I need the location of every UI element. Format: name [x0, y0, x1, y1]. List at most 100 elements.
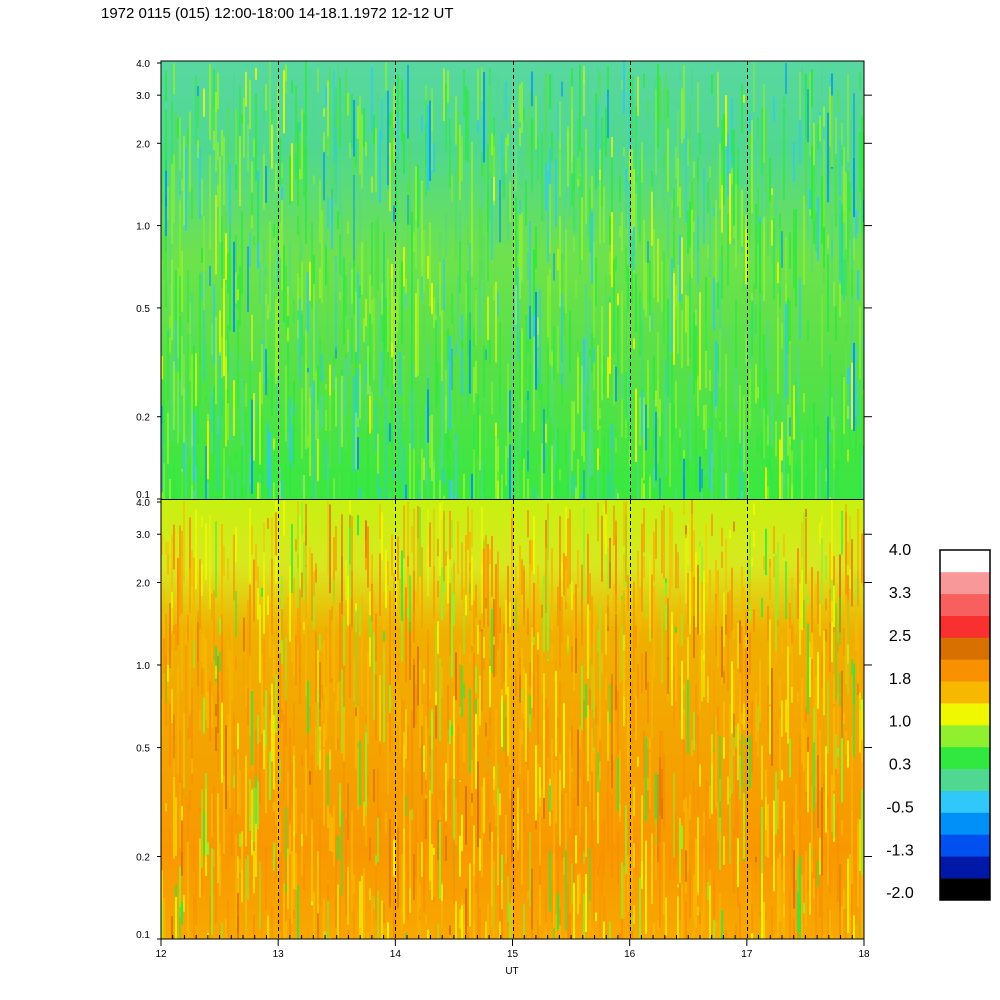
texture-stripe [249, 582, 251, 667]
texture-stripe [843, 712, 845, 724]
texture-stripe [755, 363, 757, 404]
texture-stripe [455, 171, 457, 259]
texture-stripe [665, 582, 667, 631]
texture-stripe [761, 745, 763, 800]
lower-panel-texture [161, 500, 864, 939]
texture-stripe [373, 114, 375, 145]
texture-stripe [357, 515, 359, 536]
texture-stripe [393, 573, 395, 665]
texture-stripe [235, 751, 237, 812]
texture-stripe [433, 458, 435, 499]
texture-stripe [277, 926, 279, 939]
texture-stripe [529, 316, 531, 374]
texture-stripe [323, 131, 325, 152]
texture-stripe [561, 81, 563, 97]
texture-stripe [841, 720, 843, 803]
texture-stripe [211, 695, 213, 728]
texture-stripe [857, 824, 859, 908]
texture-stripe [737, 723, 739, 781]
texture-stripe [307, 680, 309, 734]
texture-stripe [805, 761, 807, 833]
texture-stripe [415, 173, 417, 270]
texture-stripe [555, 420, 557, 464]
texture-stripe [239, 833, 241, 848]
texture-stripe [471, 473, 473, 499]
texture-stripe [177, 685, 179, 775]
texture-stripe [331, 134, 333, 232]
texture-stripe [353, 151, 355, 194]
texture-stripe [327, 900, 329, 939]
texture-stripe [445, 763, 447, 822]
texture-stripe [715, 599, 717, 626]
texture-stripe [689, 571, 691, 635]
texture-stripe [273, 235, 275, 244]
texture-stripe [397, 74, 399, 117]
texture-stripe [615, 535, 617, 595]
texture-stripe [557, 326, 559, 374]
texture-stripe [167, 664, 169, 682]
texture-stripe [379, 810, 381, 831]
texture-stripe [319, 905, 321, 939]
texture-stripe [493, 861, 495, 939]
texture-stripe [683, 458, 685, 499]
texture-stripe [305, 61, 307, 136]
texture-stripe [511, 790, 513, 863]
texture-stripe [233, 72, 235, 168]
texture-stripe [233, 534, 235, 601]
texture-stripe [199, 148, 201, 219]
texture-stripe [497, 446, 499, 472]
texture-stripe [345, 818, 347, 916]
texture-stripe [411, 212, 413, 247]
texture-stripe [459, 909, 461, 929]
texture-stripe [641, 142, 643, 184]
texture-stripe [485, 921, 487, 939]
texture-stripe [429, 222, 431, 307]
texture-stripe [477, 870, 479, 939]
texture-stripe [291, 762, 293, 806]
texture-stripe [635, 193, 637, 249]
texture-stripe [209, 64, 211, 140]
texture-stripe [803, 599, 805, 629]
texture-stripe [481, 506, 483, 575]
texture-stripe [361, 241, 363, 295]
texture-stripe [623, 146, 625, 157]
texture-stripe [227, 108, 229, 174]
texture-stripe [437, 924, 439, 939]
texture-stripe [721, 551, 723, 568]
texture-stripe [593, 606, 595, 701]
texture-stripe [457, 355, 459, 425]
texture-stripe [303, 863, 305, 890]
texture-stripe [799, 71, 801, 120]
texture-stripe [327, 316, 329, 348]
texture-stripe [713, 670, 715, 750]
texture-stripe [279, 137, 281, 186]
texture-stripe [691, 513, 693, 609]
texture-stripe [249, 784, 251, 813]
texture-stripe [813, 402, 815, 494]
texture-stripe [773, 96, 775, 122]
texture-stripe [773, 218, 775, 300]
texture-stripe [535, 226, 537, 269]
texture-stripe [373, 297, 375, 380]
texture-stripe [465, 373, 467, 417]
texture-stripe [249, 508, 251, 585]
texture-stripe [527, 890, 529, 900]
texture-stripe [255, 788, 257, 877]
texture-stripe [625, 194, 627, 227]
texture-stripe [577, 352, 579, 414]
texture-stripe [605, 514, 607, 554]
texture-stripe [629, 77, 631, 153]
texture-stripe [189, 302, 191, 381]
texture-stripe [483, 541, 485, 628]
texture-stripe [395, 157, 397, 215]
texture-stripe [163, 381, 165, 423]
texture-stripe [501, 689, 503, 747]
texture-stripe [565, 840, 567, 931]
texture-stripe [639, 586, 641, 631]
texture-stripe [637, 664, 639, 757]
texture-stripe [391, 534, 393, 576]
texture-stripe [385, 349, 387, 415]
texture-stripe [195, 869, 197, 926]
texture-stripe [405, 933, 407, 939]
texture-stripe [849, 515, 851, 611]
